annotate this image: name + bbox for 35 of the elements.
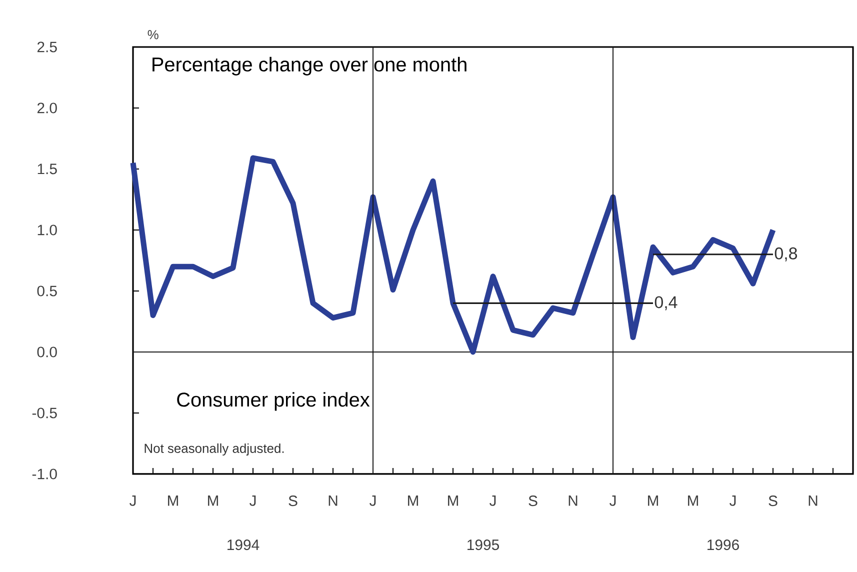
chart-subtitle: Percentage change over one month (152, 56, 466, 76)
y-axis-title: % (148, 30, 158, 40)
x-tick-label: M (408, 496, 418, 506)
x-tick-label: M (688, 496, 698, 506)
y-tick-label: -1.0 (32, 468, 57, 480)
series-label: 0,4 (654, 296, 678, 310)
text: 1995 (468, 540, 499, 550)
x-tick-label: M (208, 496, 218, 506)
text: 1996 (708, 540, 739, 550)
y-tick-label: 1.5 (38, 164, 57, 174)
x-tick-label: S (768, 496, 778, 506)
x-tick-label: J (370, 496, 376, 506)
x-tick-label: J (130, 496, 136, 506)
y-tick-label: 1.0 (38, 224, 57, 236)
x-tick-label: N (328, 496, 338, 506)
text: Consumer price index (177, 392, 370, 411)
x-tick-label: M (168, 496, 178, 506)
x-tick-label: N (568, 496, 578, 506)
annotation: Not seasonally adjusted. (144, 443, 284, 456)
x-tick-label: S (528, 496, 538, 506)
y-tick-label: 2.5 (37, 42, 57, 52)
x-tick-label: S (288, 496, 298, 506)
text: 1994 (228, 540, 260, 550)
x-tick-label: N (808, 496, 818, 506)
x-tick-label: J (250, 496, 256, 506)
y-tick-label: 0.0 (37, 346, 57, 358)
series-label: 0,8 (774, 247, 798, 262)
y-tick-label: 0.5 (37, 286, 57, 296)
x-tick-label: M (448, 496, 458, 506)
x-tick-label: J (490, 496, 496, 506)
y-tick-label: 2.0 (37, 102, 57, 114)
y-tick-label: -0.5 (32, 408, 57, 418)
x-tick-label: J (730, 496, 736, 506)
x-tick-label: J (610, 496, 616, 506)
x-tick-label: M (648, 496, 658, 506)
